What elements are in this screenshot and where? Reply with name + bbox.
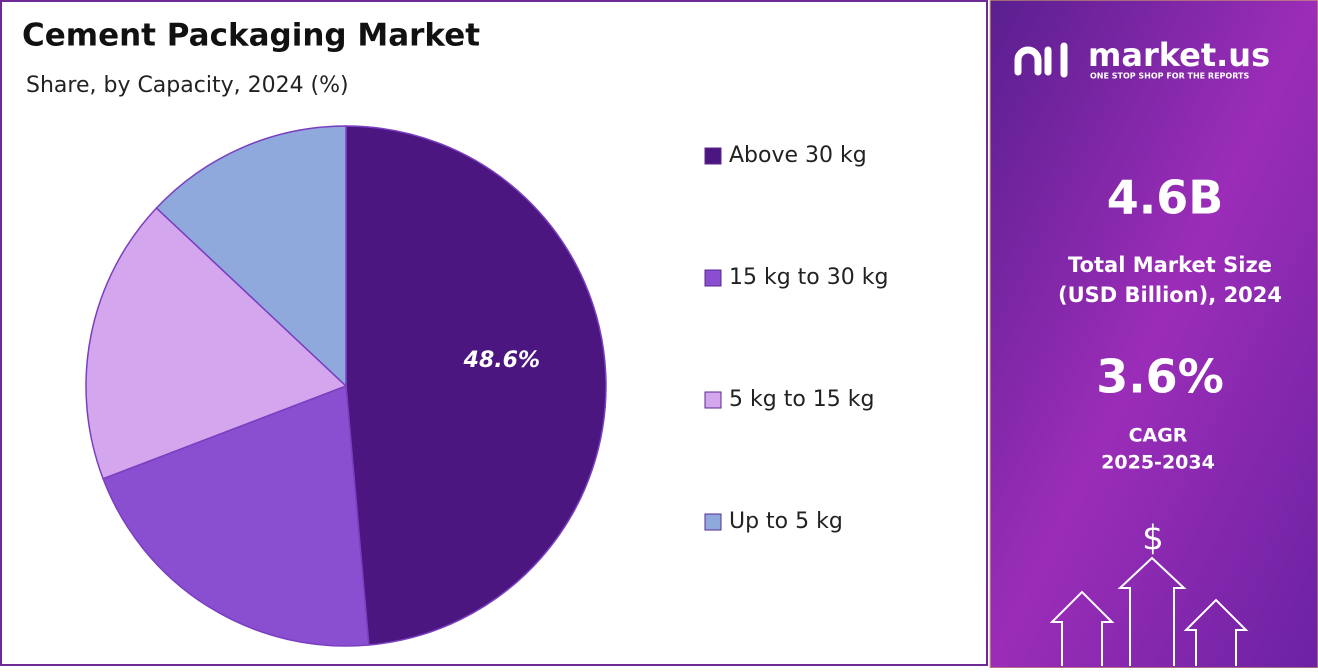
legend-swatch <box>704 269 722 287</box>
chart-subtitle: Share, by Capacity, 2024 (%) <box>26 73 349 98</box>
pie-slice <box>102 384 370 647</box>
market-size: 4.6B <box>1107 171 1224 225</box>
legend-swatch <box>704 391 722 409</box>
dollar-icon: $ <box>1142 519 1164 559</box>
market-size-label: (USD Billion), 2024 <box>1058 283 1282 307</box>
legend-label: 15 kg to 30 kg <box>729 265 888 290</box>
data-label: 48.6% <box>463 348 540 373</box>
pie-slice <box>155 125 347 388</box>
legend-label: Up to 5 kg <box>729 509 843 534</box>
legend: Above 30 kg 15 kg to 30 kg 5 kg to 15 kg Up… <box>704 143 888 534</box>
chart-title: Cement Packaging Market <box>22 18 480 54</box>
cagr: 3.6% <box>1096 350 1224 404</box>
legend-label: Above 30 kg <box>729 143 867 168</box>
cagr-label: CAGR <box>1129 425 1188 447</box>
legend-swatch <box>704 147 722 165</box>
legend-swatch <box>704 513 722 531</box>
arrows-icon <box>1049 556 1249 666</box>
legend-label: 5 kg to 15 kg <box>729 387 874 412</box>
brand-tagline: ONE STOP SHOP FOR THE REPORTS <box>1090 72 1249 81</box>
brand-name: market.us <box>1088 36 1270 74</box>
cagr-period: 2025-2034 <box>1101 452 1215 474</box>
pie: 48.6% <box>85 125 607 647</box>
market-size-label: Total Market Size <box>1068 253 1272 277</box>
pie-slice <box>85 206 348 480</box>
pie-slice <box>345 125 607 646</box>
info-panel <box>989 0 1318 669</box>
brand-logo <box>1014 42 1068 78</box>
